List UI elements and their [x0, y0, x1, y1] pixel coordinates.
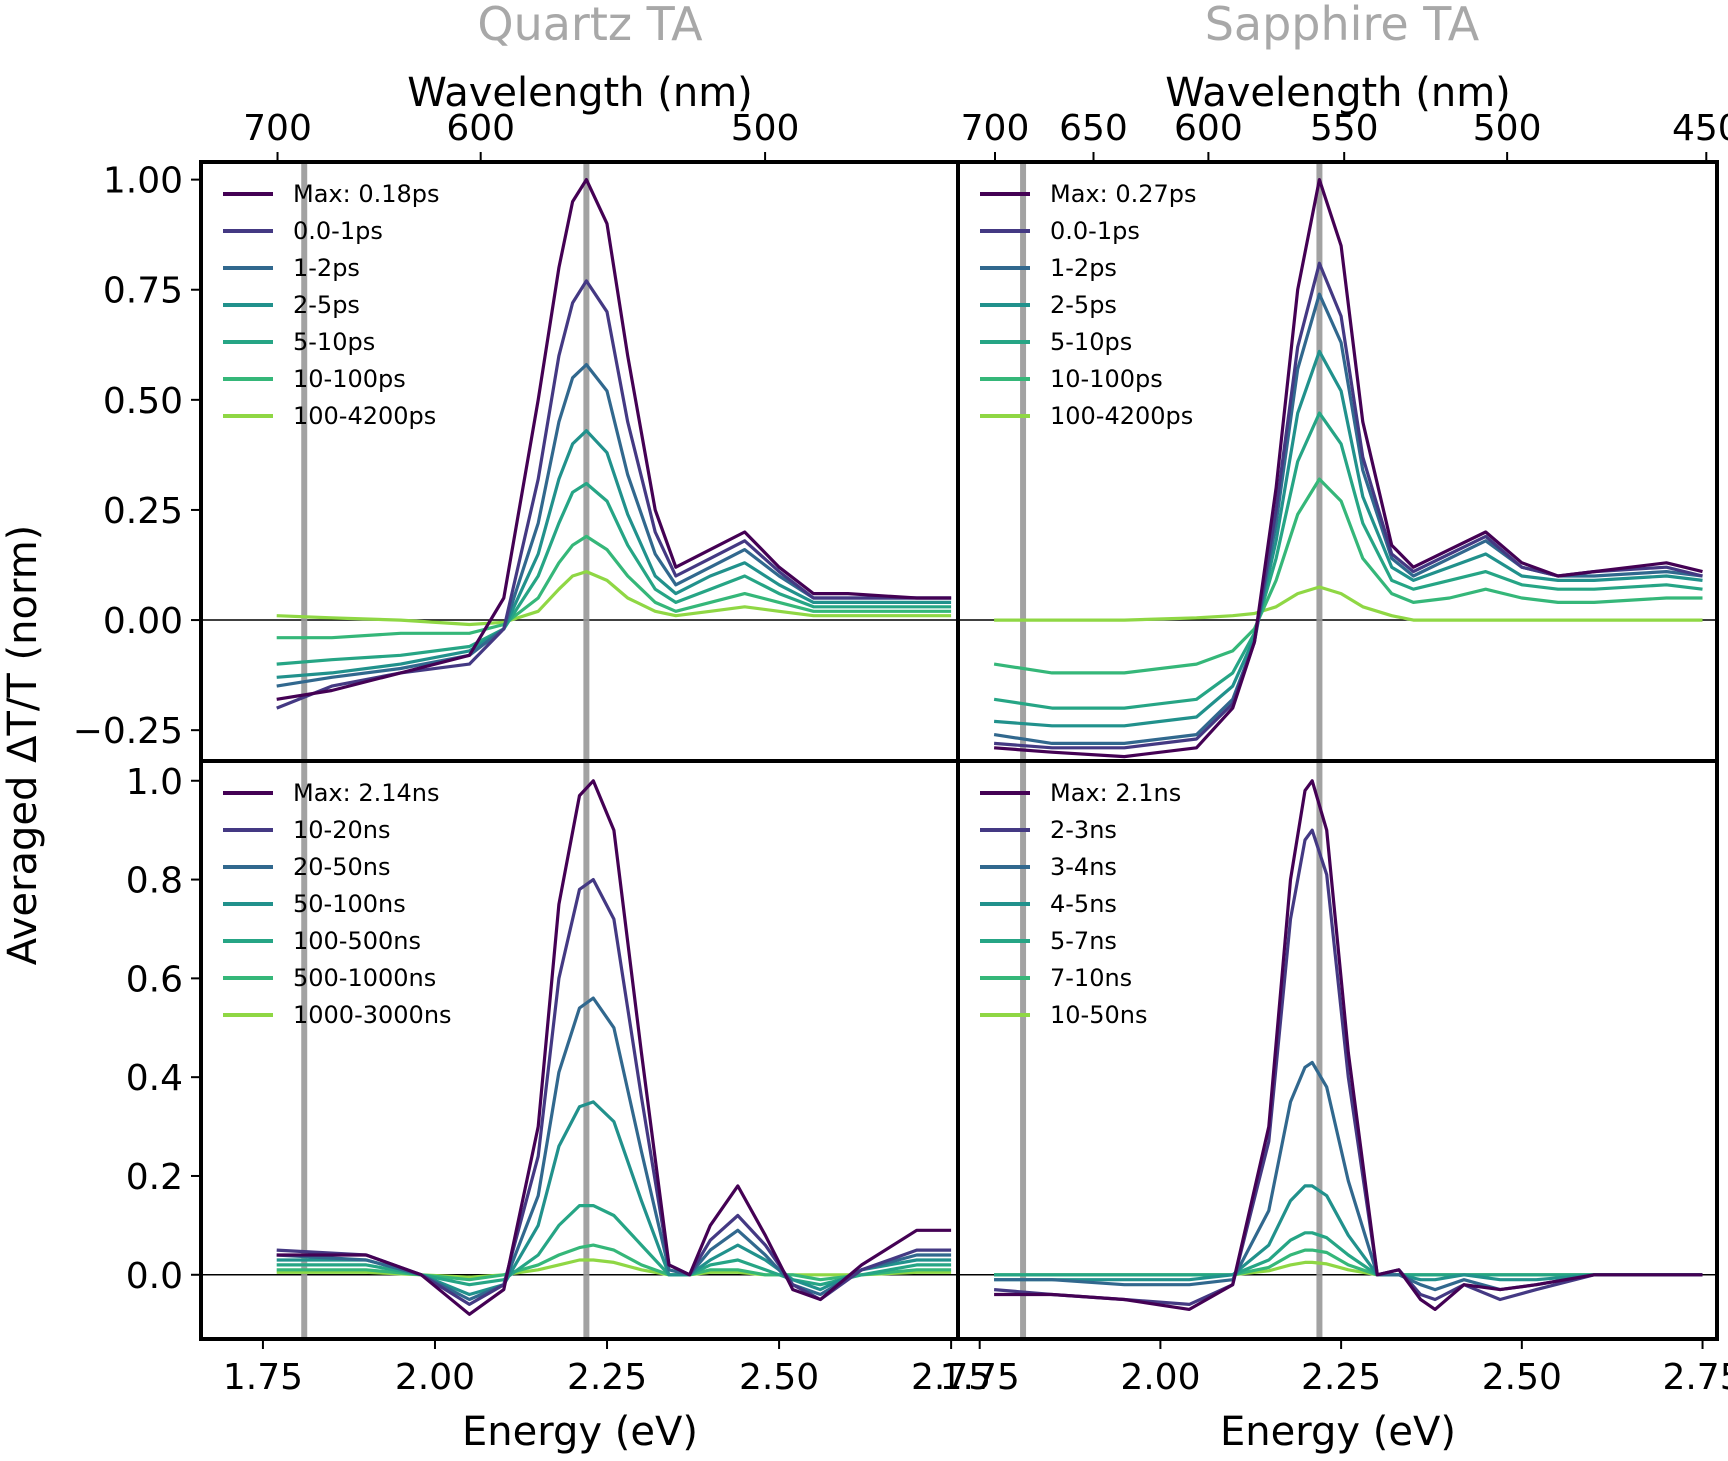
legend-label: 100-4200ps: [1050, 402, 1193, 430]
y-tick-label: 0.50: [103, 381, 183, 422]
y-axis-title: Averaged ΔT/T (norm): [0, 525, 46, 966]
legend-label: 7-10ns: [1050, 964, 1132, 992]
series-line: [276, 779, 952, 1316]
quartz-wavelength-axis-title: Wavelength (nm): [407, 70, 753, 116]
wavelength-tick-label: 700: [243, 108, 312, 149]
wavelength-tick-label: 550: [1310, 108, 1379, 149]
y-tick-label: 0.75: [103, 271, 183, 312]
series-line: [276, 279, 952, 710]
x-tick-label: 1.75: [223, 1357, 303, 1398]
x-tick-label: 2.75: [1662, 1357, 1728, 1398]
legend-label: 2-5ps: [293, 291, 360, 319]
legend-label: 5-10ps: [293, 328, 375, 356]
panels: 1.00 0.75 0.50 0.25 0.00 −0.25 700 600 500 Max: 0…: [73, 108, 1728, 1398]
legend-label: 100-500ns: [293, 927, 421, 955]
panel-top-right: 700 650 600 550 500 450 Max: 0.27ps 0.0-1ps 1-2p…: [956, 108, 1728, 763]
legend-label: 1000-3000ns: [293, 1001, 452, 1029]
series-line: [994, 1184, 1703, 1282]
series-line: [276, 534, 952, 640]
legend-label: 1-2ps: [1050, 254, 1117, 282]
series-line: [276, 1258, 952, 1279]
y-tick-label: 0.25: [103, 491, 183, 532]
y-tick-label: 0.00: [103, 601, 183, 642]
legend-label: 4-5ns: [1050, 890, 1117, 918]
legend-label: Max: 2.14ns: [293, 779, 439, 807]
x-tick-label: 2.25: [567, 1357, 647, 1398]
legend-label: 10-20ns: [293, 816, 390, 844]
legend-label: Max: 0.18ps: [293, 180, 440, 208]
wavelength-tick-label: 600: [1174, 108, 1243, 149]
y-tick-label: 1.0: [126, 762, 183, 803]
axes-frame: [199, 160, 960, 763]
axes-frame: [956, 759, 1719, 1341]
series-line: [994, 1231, 1703, 1277]
sapphire-wavelength-axis-title: Wavelength (nm): [1165, 70, 1511, 116]
y-tick-label: 0.8: [126, 861, 183, 902]
y-tick-label: 1.00: [103, 161, 183, 202]
y-tick-label: 0.4: [126, 1058, 183, 1099]
legend-label: 20-50ns: [293, 853, 390, 881]
x-tick-label: 2.25: [1301, 1357, 1381, 1398]
quartz-column-title: Quartz TA: [477, 0, 703, 51]
wavelength-tick-label: 500: [1473, 108, 1542, 149]
series-line: [276, 178, 952, 701]
legend-label: 2-5ps: [1050, 291, 1117, 319]
legend-label: 2-3ns: [1050, 816, 1117, 844]
y-tick-label: 0.0: [126, 1256, 183, 1297]
legend-label: 10-50ns: [1050, 1001, 1147, 1029]
sapphire-energy-axis-title: Energy (eV): [1220, 1409, 1456, 1455]
series-line: [276, 1100, 952, 1297]
series-line: [993, 411, 1703, 710]
legend-label: 10-100ps: [293, 365, 406, 393]
series-line: [276, 429, 952, 679]
legend-label: 10-100ps: [1050, 365, 1163, 393]
series-line: [994, 585, 1703, 622]
legend-label: 100-4200ps: [293, 402, 436, 430]
legend-label: 1-2ps: [293, 254, 360, 282]
legend-label: 500-1000ns: [293, 964, 436, 992]
axes-frame: [956, 160, 1719, 763]
series-line: [993, 178, 1703, 759]
x-tick-label: 2.75: [911, 1357, 991, 1398]
y-tick-label: 0.2: [126, 1157, 183, 1198]
x-tick-label: 2.50: [739, 1357, 819, 1398]
y-tick-label: −0.25: [73, 711, 183, 752]
legend-label: 0.0-1ps: [1050, 217, 1140, 245]
panel-bottom-left: 1.0 0.8 0.6 0.4 0.2 0.0 1.75 2.00 2.25 2.50 2.75 Ma…: [126, 759, 991, 1398]
series-line: [276, 481, 952, 666]
wavelength-tick-label: 600: [446, 108, 515, 149]
x-tick-label: 2.50: [1482, 1357, 1562, 1398]
wavelength-tick-label: 450: [1672, 108, 1728, 149]
legend-label: 50-100ns: [293, 890, 406, 918]
wavelength-tick-label: 500: [731, 108, 800, 149]
series-line: [276, 996, 952, 1302]
legend-label: 0.0-1ps: [293, 217, 383, 245]
wavelength-tick-label: 700: [961, 108, 1030, 149]
series-line: [276, 1243, 952, 1282]
x-tick-label: 1.75: [940, 1357, 1020, 1398]
legend-label: 5-7ns: [1050, 927, 1117, 955]
series-line: [276, 569, 952, 627]
quartz-energy-axis-title: Energy (eV): [462, 1409, 698, 1455]
series-line: [993, 477, 1703, 675]
sapphire-column-title: Sapphire TA: [1205, 0, 1480, 51]
panel-top-left: 1.00 0.75 0.50 0.25 0.00 −0.25 700 600 500 Max: 0…: [73, 108, 960, 763]
legend-label: Max: 2.1ns: [1050, 779, 1181, 807]
legend-label: 5-10ps: [1050, 328, 1132, 356]
series-line: [993, 828, 1703, 1307]
y-tick-label: 0.6: [126, 959, 183, 1000]
x-tick-label: 2.00: [1120, 1357, 1200, 1398]
series-line: [994, 779, 1703, 1312]
series-line: [276, 1203, 952, 1287]
legend-label: Max: 0.27ps: [1050, 180, 1197, 208]
wavelength-tick-label: 650: [1059, 108, 1128, 149]
panel-bottom-right: 1.75 2.00 2.25 2.50 2.75 Max: 2.1ns 2-3ns 3-4ns…: [940, 759, 1728, 1398]
x-tick-label: 2.00: [395, 1357, 475, 1398]
legend-label: 3-4ns: [1050, 853, 1117, 881]
series-line: [993, 349, 1703, 728]
